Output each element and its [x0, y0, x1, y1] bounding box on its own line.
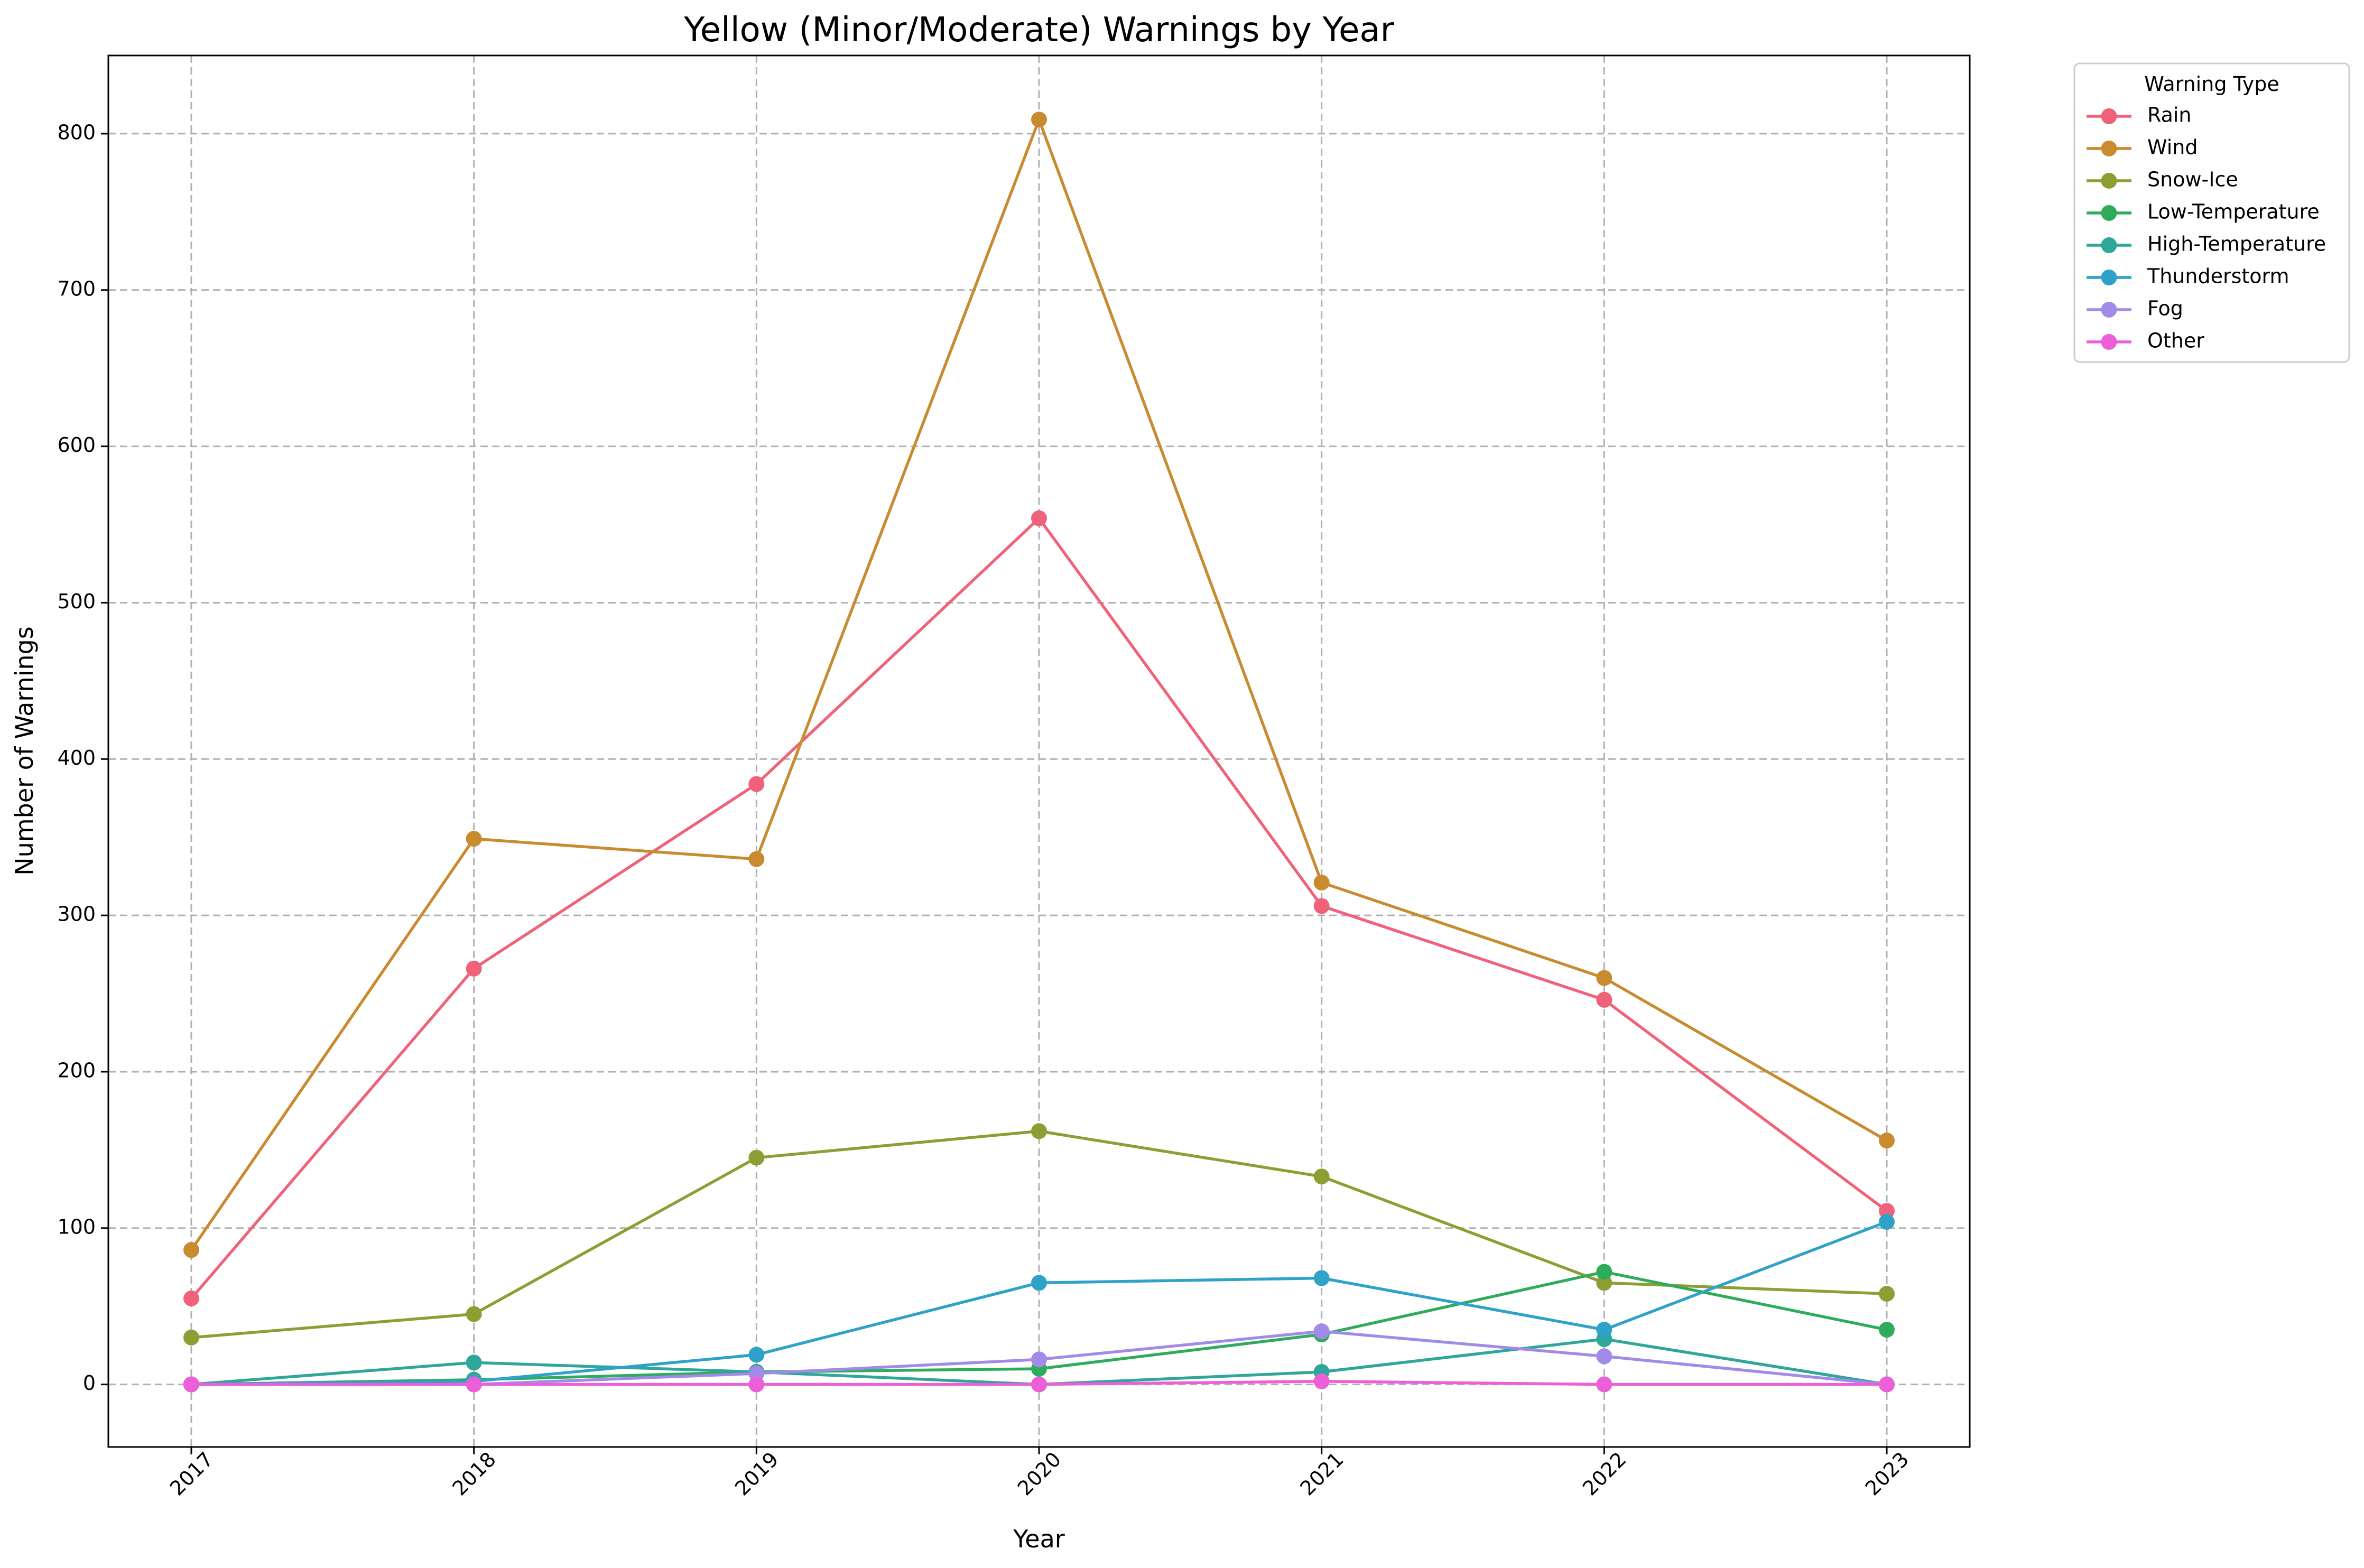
- legend-marker: [2101, 270, 2117, 285]
- data-point: [466, 1376, 482, 1393]
- chart-title: Yellow (Minor/Moderate) Warnings by Year: [683, 11, 1394, 50]
- data-point: [1313, 898, 1330, 914]
- data-point: [1879, 1286, 1895, 1302]
- legend-label: Fog: [2147, 297, 2183, 320]
- data-point: [1879, 1322, 1895, 1338]
- legend-label: High-Temperature: [2147, 233, 2326, 256]
- data-point: [1879, 1376, 1895, 1393]
- data-point: [1313, 1323, 1330, 1340]
- data-point: [748, 1347, 765, 1363]
- data-point: [1031, 112, 1047, 128]
- data-point: [183, 1290, 199, 1306]
- data-point: [1596, 1264, 1612, 1280]
- grid: [108, 55, 1970, 1447]
- data-point: [466, 831, 482, 847]
- legend-marker: [2101, 334, 2117, 350]
- legend-label: Thunderstorm: [2147, 265, 2289, 288]
- legend-item: Snow-Ice: [2087, 168, 2238, 191]
- data-point: [1031, 1351, 1047, 1368]
- data-point: [1596, 1275, 1612, 1291]
- data-point: [1879, 1133, 1895, 1149]
- data-point: [748, 1376, 765, 1393]
- y-axis-label: Number of Warnings: [10, 626, 39, 875]
- y-tick-label: 200: [57, 1059, 96, 1082]
- data-point: [466, 960, 482, 977]
- y-tick-label: 600: [57, 433, 96, 457]
- y-tick-label: 400: [57, 746, 96, 769]
- data-point: [748, 851, 765, 867]
- legend-item: Other: [2087, 329, 2204, 352]
- series-other: [183, 1373, 1895, 1393]
- data-point: [748, 776, 765, 792]
- legend-marker: [2101, 108, 2117, 124]
- data-point: [748, 1149, 765, 1166]
- data-point: [1879, 1213, 1895, 1230]
- y-tick-label: 500: [57, 590, 96, 613]
- data-point: [1879, 1203, 1895, 1219]
- legend-item: Wind: [2087, 136, 2198, 159]
- legend-item: Fog: [2087, 297, 2183, 320]
- legend-label: Rain: [2147, 104, 2192, 127]
- data-point: [1596, 970, 1612, 986]
- y-tick-label: 300: [57, 903, 96, 926]
- x-axis-label: Year: [1013, 1525, 1064, 1553]
- data-point: [1313, 1168, 1330, 1185]
- y-tick-label: 0: [83, 1371, 96, 1395]
- data-point: [748, 1365, 765, 1381]
- data-point: [1031, 1275, 1047, 1291]
- series-rain: [183, 510, 1895, 1306]
- y-tick-label: 800: [57, 120, 96, 144]
- data-point: [466, 1306, 482, 1322]
- data-point: [183, 1329, 199, 1346]
- legend-marker: [2101, 141, 2117, 156]
- legend-label: Wind: [2147, 136, 2198, 159]
- data-point: [466, 1354, 482, 1371]
- data-point: [1031, 1123, 1047, 1139]
- data-point: [1313, 1373, 1330, 1389]
- data-point: [1031, 510, 1047, 526]
- data-point: [1596, 1376, 1612, 1393]
- legend-items: Rain Wind Snow-Ice Low-Temperature High-Temp…: [2087, 104, 2326, 352]
- y-tick-label: 700: [57, 277, 96, 300]
- legend-item: Low-Temperature: [2087, 200, 2320, 224]
- series-wind: [183, 112, 1895, 1258]
- series-layer: [183, 112, 1895, 1393]
- legend-marker: [2101, 302, 2117, 318]
- legend-label: Snow-Ice: [2147, 168, 2238, 191]
- data-point: [1313, 875, 1330, 891]
- legend-label: Low-Temperature: [2147, 200, 2320, 224]
- data-point: [183, 1376, 199, 1393]
- data-point: [1596, 1322, 1612, 1338]
- legend-item: Thunderstorm: [2087, 265, 2289, 288]
- legend: Warning Type Rain Wind Snow-Ice Low-Tempera…: [2073, 62, 2350, 363]
- legend-marker: [2101, 173, 2117, 189]
- legend-title: Warning Type: [2144, 72, 2279, 96]
- series-snow-ice: [183, 1123, 1895, 1346]
- data-point: [183, 1242, 199, 1258]
- data-point: [1313, 1270, 1330, 1286]
- legend-box: [2073, 62, 2350, 363]
- y-tick-label: 100: [57, 1215, 96, 1238]
- legend-label: Other: [2147, 329, 2204, 352]
- legend-marker: [2101, 237, 2117, 253]
- data-point: [1596, 991, 1612, 1008]
- legend-item: Rain: [2087, 104, 2192, 127]
- data-point: [1596, 1348, 1612, 1365]
- legend-item: High-Temperature: [2087, 233, 2326, 256]
- legend-marker: [2101, 205, 2117, 221]
- data-point: [1031, 1376, 1047, 1393]
